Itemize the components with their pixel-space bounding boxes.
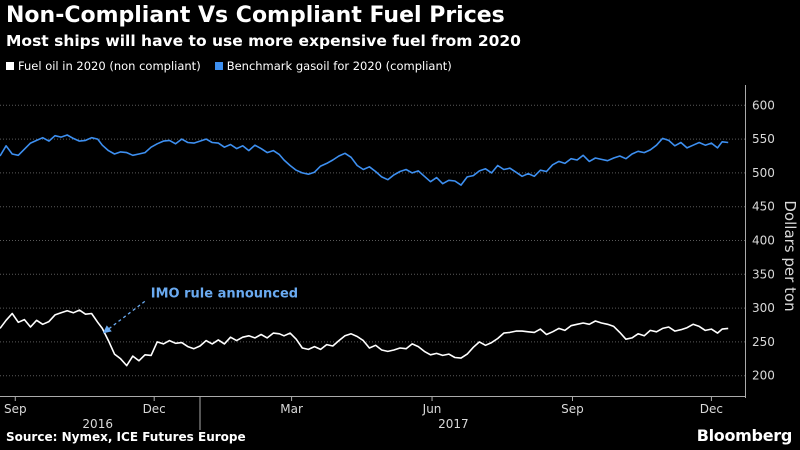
x-tick-label: Sep: [4, 402, 27, 416]
chart-subtitle: Most ships will have to use more expensi…: [6, 32, 521, 50]
annotation-arrowhead: [102, 325, 112, 334]
series-line-gasoil: [0, 134, 729, 186]
x-tick-label: Sep: [561, 402, 584, 416]
legend-item-gasoil: Benchmark gasoil for 2020 (compliant): [214, 59, 452, 73]
year-label: 2016: [82, 417, 113, 431]
y-tick-label: 550: [752, 132, 775, 146]
year-label: 2017: [438, 417, 469, 431]
y-axis-title: Dollars per ton: [781, 200, 799, 311]
annotation-label: IMO rule announced: [151, 286, 298, 301]
legend-label-gasoil: Benchmark gasoil for 2020 (compliant): [226, 59, 452, 73]
series-line-fuel-oil: [0, 309, 729, 367]
legend-label-fuel-oil: Fuel oil in 2020 (non compliant): [18, 59, 201, 73]
x-tick-label: Dec: [700, 402, 723, 416]
y-tick-label: 300: [752, 301, 775, 315]
legend-item-fuel-oil: Fuel oil in 2020 (non compliant): [6, 59, 201, 73]
legend-swatch-fuel-oil: [6, 62, 14, 70]
y-tick-label: 250: [752, 335, 775, 349]
bloomberg-logo: Bloomberg: [696, 426, 793, 445]
y-tick-label: 450: [752, 200, 775, 214]
y-tick-label: 200: [752, 369, 775, 383]
source-note: Source: Nymex, ICE Futures Europe: [6, 430, 246, 444]
y-tick-label: 400: [752, 234, 775, 248]
legend-swatch-gasoil: [214, 62, 223, 70]
legend: Fuel oil in 2020 (non compliant) Benchma…: [6, 59, 466, 73]
y-tick-label: 500: [752, 166, 775, 180]
y-tick-label: 600: [752, 98, 775, 112]
annotation-arrow: [106, 300, 146, 331]
chart-title: Non-Compliant Vs Compliant Fuel Prices: [6, 3, 505, 28]
y-tick-label: 350: [752, 267, 775, 281]
x-tick-label: Mar: [280, 402, 303, 416]
x-tick-label: Jun: [422, 402, 442, 416]
x-tick-label: Dec: [143, 402, 166, 416]
